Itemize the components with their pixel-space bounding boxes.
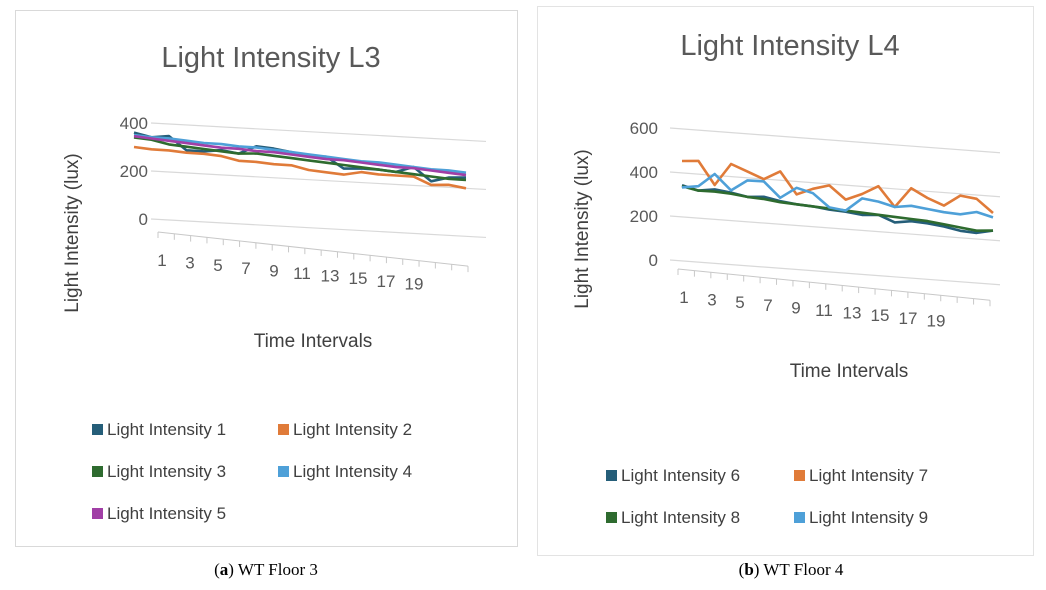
caption-floor-4: (b) WT Floor 4 [738,560,844,579]
x-tick-label: 7 [763,296,772,315]
gridline [669,215,1001,242]
x-tick-label: 9 [269,261,278,280]
legend-swatch [92,508,103,519]
y-tick-label: 400 [120,114,148,133]
legend-label: Light Intensity 9 [809,508,928,527]
x-tick-label: 9 [791,298,800,317]
legend-swatch [278,466,289,477]
y-tick-label: 200 [120,162,148,181]
y-tick-label: 600 [630,119,658,138]
y-tick-label: 200 [630,207,658,226]
series-line [133,145,467,190]
caption-label-b: b [744,560,754,579]
chart-panel-floor-4: Light Intensity L4 Light Intensity (lux) T… [537,6,1034,556]
series-line [681,159,994,214]
legend-swatch [606,470,617,481]
x-tick-label: 3 [707,291,716,310]
x-tick-label: 19 [405,274,424,293]
gridline [150,218,487,239]
x-tick-label: 19 [927,311,946,330]
x-axis-floor [157,231,469,267]
caption-text-a: WT Floor 3 [237,560,318,579]
legend-swatch [606,512,617,523]
chart-title: Light Intensity L4 [680,30,899,62]
chart-svg-floor-3: Light Intensity L3 Light Intensity (lux) T… [62,42,487,523]
legend-label: Light Intensity 3 [107,462,226,481]
legend-swatch [794,512,805,523]
x-tick-label: 5 [213,256,222,275]
y-tick-label: 0 [649,251,658,270]
x-tick-label: 11 [815,301,833,320]
x-tick-label: 15 [871,306,890,325]
x-axis-label: Time Intervals [254,331,373,352]
x-axis-label: Time Intervals [790,361,909,382]
series-line [133,134,467,177]
x-tick-label: 1 [679,288,688,307]
x-tick-label: 15 [349,269,368,288]
legend-label: Light Intensity 8 [621,508,740,527]
gridline [669,259,1001,286]
legend-swatch [794,470,805,481]
gridline [669,127,1001,154]
y-tick-label: 0 [139,210,148,229]
x-tick-label: 11 [293,264,311,283]
legend-label: Light Intensity 7 [809,466,928,485]
y-axis-label: Light Intensity (lux) [62,153,83,312]
legend-swatch [92,424,103,435]
chart-panel-floor-3: Light Intensity L3 Light Intensity (lux) T… [15,10,518,547]
x-axis-floor [677,268,991,301]
legend-label: Light Intensity 1 [107,420,226,439]
x-tick-label: 1 [157,251,166,270]
x-tick-label: 5 [735,293,744,312]
chart-svg-floor-4: Light Intensity L4 Light Intensity (lux) T… [572,30,1001,527]
legend-label: Light Intensity 5 [107,504,226,523]
legend-label: Light Intensity 6 [621,466,740,485]
x-tick-label: 3 [185,254,194,273]
legend-swatch [92,466,103,477]
x-tick-label: 17 [377,272,396,291]
x-tick-label: 13 [843,304,862,323]
series-line [133,133,467,174]
x-tick-label: 7 [241,259,250,278]
legend-label: Light Intensity 2 [293,420,412,439]
y-axis-label: Light Intensity (lux) [572,149,593,308]
gridline [150,122,487,143]
caption-label-a: a [219,560,229,579]
series-line [133,136,467,182]
legend-label: Light Intensity 4 [293,462,412,481]
caption-floor-3: (a) WT Floor 3 [214,560,318,579]
series-line [681,172,994,219]
x-tick-label: 13 [321,267,340,286]
y-tick-label: 400 [630,163,658,182]
caption-text-b: WT Floor 4 [763,560,844,579]
x-tick-label: 17 [899,309,918,328]
gridline [669,171,1001,198]
legend-swatch [278,424,289,435]
gridline [150,170,487,191]
chart-title: Light Intensity L3 [161,42,380,74]
